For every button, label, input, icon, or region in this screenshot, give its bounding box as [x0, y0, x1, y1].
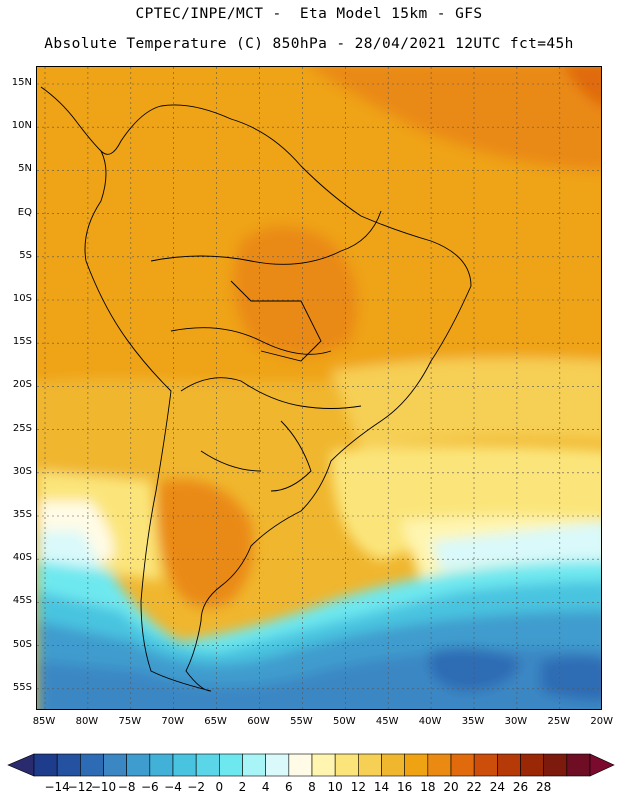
lat-label: 25S [12, 422, 32, 434]
lat-label: 30S [12, 465, 32, 477]
lon-label: 75W [118, 716, 142, 727]
continent-outline [40, 86, 472, 692]
temperature-map [36, 66, 602, 710]
colorbar-tick-label: 4 [261, 780, 270, 794]
lon-label: 60W [247, 716, 270, 727]
colorbar-swatch [126, 753, 151, 777]
colorbar-swatch [473, 753, 498, 777]
lat-label: 40S [12, 552, 32, 564]
colorbar-swatch [195, 753, 220, 777]
colorbar-tick-label: 10 [327, 780, 343, 794]
lat-label: 35S [12, 509, 32, 520]
lat-label: 45S [12, 595, 32, 607]
colorbar-tick-label: 18 [420, 780, 436, 794]
lon-label: 70W [161, 716, 184, 727]
lon-label: 40W [418, 716, 442, 727]
colorbar-min-arrow [7, 753, 35, 777]
lon-label: 45W [375, 716, 399, 727]
colorbar-swatch [80, 753, 104, 777]
colorbar-max-arrow [589, 753, 615, 777]
lon-label: 65W [204, 716, 227, 727]
colorbar-swatch [543, 753, 568, 777]
lon-label: 55W [290, 716, 313, 727]
colorbar-tick-label: 8 [308, 780, 316, 794]
colorbar-tick-label: −4 [164, 780, 182, 794]
lon-label: 20W [590, 716, 613, 727]
colorbar-swatch [427, 753, 452, 777]
colorbar-swatch [33, 753, 58, 777]
colorbar-swatch [497, 753, 521, 777]
colorbar-tick-label: 2 [238, 780, 247, 794]
lat-label: 15S [12, 336, 32, 348]
lat-label: 5S [19, 249, 32, 261]
colorbar-swatch [265, 753, 290, 777]
colorbar-swatch [566, 753, 591, 777]
colorbar-swatch [149, 753, 174, 777]
colorbar-tick-label: 22 [466, 780, 482, 794]
lon-label: 50W [332, 716, 356, 727]
colorbar-tick-label: 6 [285, 780, 293, 794]
chart-subtitle: Absolute Temperature (C) 850hPa - 28/04/… [44, 36, 574, 52]
colorbar-tick-label: 20 [443, 780, 459, 794]
colorbar-swatch [334, 753, 359, 777]
colorbar-swatch [103, 753, 127, 777]
lon-label: 80W [75, 716, 99, 727]
colorbar-tick-label: −8 [117, 780, 136, 794]
lon-label: 25W [547, 716, 571, 727]
colorbar-tick-label: −10 [90, 780, 117, 794]
colorbar-swatch [288, 753, 313, 777]
colorbar-tick-label: −2 [187, 780, 205, 794]
lon-label: 85W [32, 716, 56, 727]
colorbar-swatch [450, 753, 475, 777]
colorbar-tick-label: 26 [512, 780, 529, 794]
lat-label: 15N [11, 77, 32, 88]
lat-label: 20S [12, 379, 32, 391]
colorbar-swatch [219, 753, 243, 777]
colorbar-tick-label: 24 [489, 780, 505, 794]
colorbar-tick-label: −6 [140, 780, 159, 794]
colorbar-tick-label: 16 [397, 780, 413, 794]
lat-label: 5N [18, 163, 32, 175]
colorbar-tick-label: 14 [373, 780, 390, 794]
lat-label: 10N [11, 120, 32, 132]
colorbar-swatch [242, 753, 266, 777]
chart-title: CPTEC/INPE/MCT - Eta Model 15km - GFS [135, 6, 483, 22]
color-scale-bar [7, 753, 615, 777]
lat-label: 50S [12, 638, 32, 650]
colorbar-swatch [56, 753, 81, 777]
colorbar-swatch [404, 753, 429, 777]
colorbar-swatch [172, 753, 197, 777]
colorbar-tick-label: −14 [44, 780, 70, 794]
colorbar-swatch [358, 753, 382, 777]
lon-label: 30W [504, 716, 528, 727]
lat-label: 55S [12, 681, 32, 693]
colorbar-tick-label: 12 [350, 780, 366, 794]
colorbar-swatch [311, 753, 336, 777]
lat-label: 10S [12, 293, 32, 304]
lon-label: 35W [461, 716, 485, 727]
colorbar-swatch [520, 753, 544, 777]
colorbar-swatch [381, 753, 405, 777]
lat-label: EQ [17, 206, 32, 218]
colorbar-tick-label: −12 [67, 780, 93, 794]
colorbar-tick-label: 0 [215, 780, 224, 794]
colorbar-tick-label: 28 [536, 780, 552, 794]
